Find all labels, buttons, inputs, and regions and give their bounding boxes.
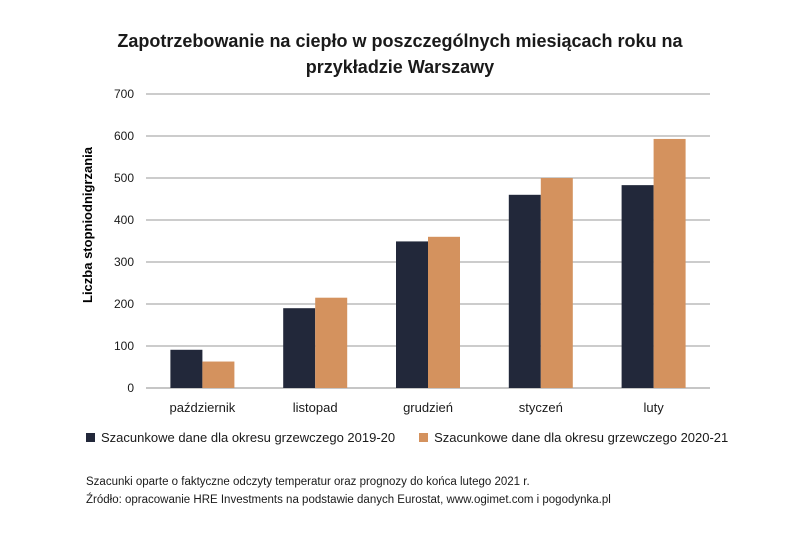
y-axis-label: Liczba stopniodnigrzania bbox=[80, 146, 95, 303]
legend-item-2019-20: Szacunkowe dane dla okresu grzewczego 20… bbox=[86, 430, 395, 445]
y-axis-ticks: 0 100 200 300 400 500 600 700 bbox=[114, 87, 134, 395]
bar-2020-21 bbox=[540, 178, 573, 388]
bars bbox=[170, 138, 686, 388]
legend-label-2020-21: Szacunkowe dane dla okresu grzewczego 20… bbox=[434, 430, 729, 445]
note-source: Źródło: opracowanie HRE Investments na p… bbox=[86, 494, 611, 506]
chart-title: Zapotrzebowanie na ciepło w poszczególny… bbox=[0, 28, 800, 80]
bar-2020-21 bbox=[315, 297, 348, 388]
x-axis-ticks: październik listopad grudzień styczeń luty bbox=[170, 400, 665, 415]
y-tick-label: 700 bbox=[114, 87, 134, 101]
note-estimates: Szacunki oparte o faktyczne odczyty temp… bbox=[86, 476, 530, 488]
bar-2019-20 bbox=[396, 241, 428, 388]
y-tick-label: 600 bbox=[114, 129, 134, 143]
source-notes: Szacunki oparte o faktyczne odczyty temp… bbox=[86, 473, 611, 509]
legend: Szacunkowe dane dla okresu grzewczego 20… bbox=[86, 430, 728, 445]
bar-2020-21 bbox=[202, 361, 235, 388]
legend-label-2019-20: Szacunkowe dane dla okresu grzewczego 20… bbox=[101, 430, 396, 445]
y-tick-label: 0 bbox=[127, 381, 134, 395]
y-tick-label: 400 bbox=[114, 213, 134, 227]
chart-title-line1: Zapotrzebowanie na ciepło w poszczególny… bbox=[117, 31, 683, 51]
chart-title-line2: przykładzie Warszawy bbox=[305, 57, 495, 77]
bar-2019-20 bbox=[621, 185, 654, 388]
x-tick-label: styczeń bbox=[519, 400, 563, 415]
x-tick-label: listopad bbox=[293, 400, 338, 415]
bar-2020-21 bbox=[428, 236, 460, 388]
bar-2020-21 bbox=[653, 138, 686, 388]
x-tick-label: październik bbox=[170, 400, 236, 415]
bar-2019-20 bbox=[508, 194, 541, 388]
bar-2019-20 bbox=[170, 349, 203, 388]
y-tick-label: 100 bbox=[114, 339, 134, 353]
y-tick-label: 500 bbox=[114, 171, 134, 185]
y-tick-label: 300 bbox=[114, 255, 134, 269]
y-tick-label: 200 bbox=[114, 297, 134, 311]
bar-chart: 0 100 200 300 400 500 600 700 październik listop… bbox=[80, 87, 710, 415]
bar-2019-20 bbox=[283, 308, 316, 388]
legend-swatch-2019-20 bbox=[86, 433, 95, 442]
grid-lines bbox=[146, 93, 710, 389]
legend-item-2020-21: Szacunkowe dane dla okresu grzewczego 20… bbox=[419, 430, 728, 445]
x-tick-label: luty bbox=[643, 400, 664, 415]
legend-swatch-2020-21 bbox=[419, 433, 429, 442]
x-tick-label: grudzień bbox=[403, 400, 453, 415]
